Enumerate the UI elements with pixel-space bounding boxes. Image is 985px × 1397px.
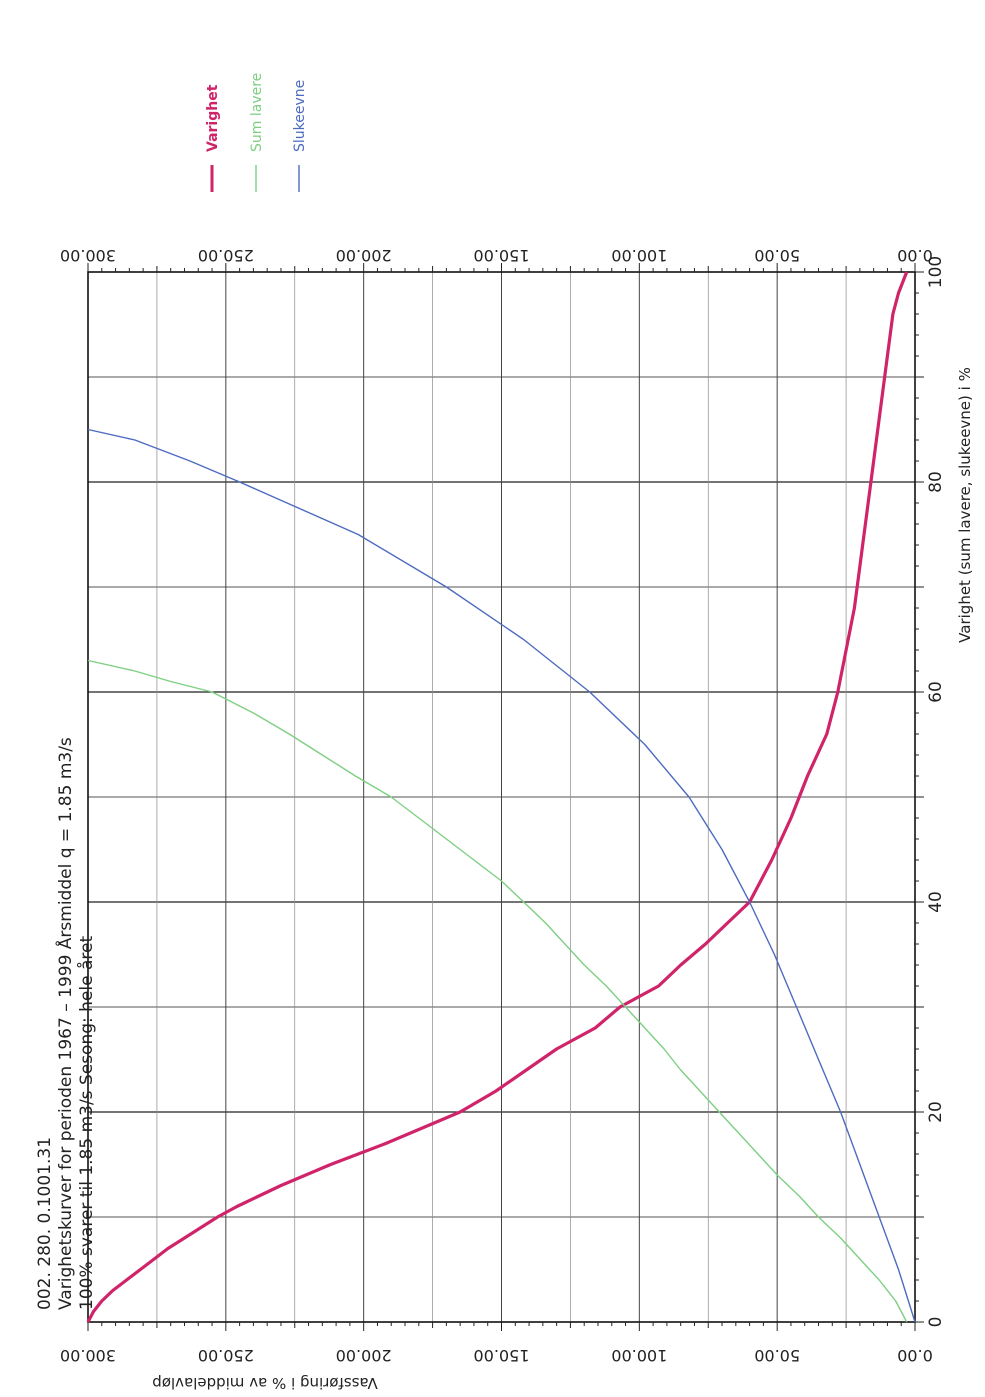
header-line-2: Varighetskurver for perioden 1967 – 1999… — [54, 737, 76, 1310]
legend-label: Slukeevne — [292, 80, 308, 152]
y-tick-label-top: 250.00 — [198, 246, 254, 265]
series-line-varighet — [86, 271, 909, 1323]
series-lines — [86, 271, 916, 1323]
y-tick-label-top: 300.00 — [60, 246, 116, 265]
y-axis-label: Vassføring i % av middelavløp — [152, 1374, 377, 1392]
legend: Varighet Sum lavere Slukeevne — [205, 73, 308, 192]
y-tick-label-bottom: 250.00 — [198, 1346, 254, 1365]
x-tick-label: 80 — [926, 471, 946, 493]
header-line-1: 002. 280. 0.1001.31 — [35, 1137, 55, 1310]
y-tick-label-bottom: 200.00 — [336, 1346, 392, 1365]
x-tick-label: 40 — [926, 891, 946, 913]
y-tick-label-bottom: 50.00 — [754, 1346, 800, 1365]
y-tick-label-top: 150.00 — [474, 246, 530, 265]
y-tick-label-top: 0.00 — [897, 246, 933, 265]
y-tick-label-bottom: 0.00 — [897, 1346, 933, 1365]
grid-lines — [88, 272, 915, 1322]
chart-header: 002. 280. 0.1001.31 Varighetskurver for … — [35, 737, 97, 1310]
x-tick-label: 0 — [926, 1317, 946, 1328]
tick-labels: 0.0050.00100.00150.00200.00250.00300.000… — [60, 246, 946, 1365]
header-line-3: 100% svarer til 1.85 m3/s Sesong: hele å… — [76, 936, 97, 1310]
y-tick-label-bottom: 150.00 — [474, 1346, 530, 1365]
legend-label: Varighet — [205, 84, 221, 152]
y-tick-label-top: 50.00 — [754, 246, 800, 265]
tick-marks — [87, 263, 924, 1331]
legend-label: Sum lavere — [249, 73, 265, 152]
x-tick-label: 60 — [926, 681, 946, 703]
y-tick-label-bottom: 300.00 — [60, 1346, 116, 1365]
x-tick-label: 20 — [926, 1101, 946, 1123]
x-axis-label: Varighet (sum lavere, slukeevne) i % — [956, 367, 974, 643]
y-tick-label-bottom: 100.00 — [611, 1346, 667, 1365]
series-line-slukeevne — [87, 428, 916, 1323]
series-line-sum-lavere — [87, 659, 908, 1323]
x-tick-label: 100 — [926, 256, 946, 288]
y-tick-label-top: 100.00 — [611, 246, 667, 265]
y-tick-label-top: 200.00 — [336, 246, 392, 265]
